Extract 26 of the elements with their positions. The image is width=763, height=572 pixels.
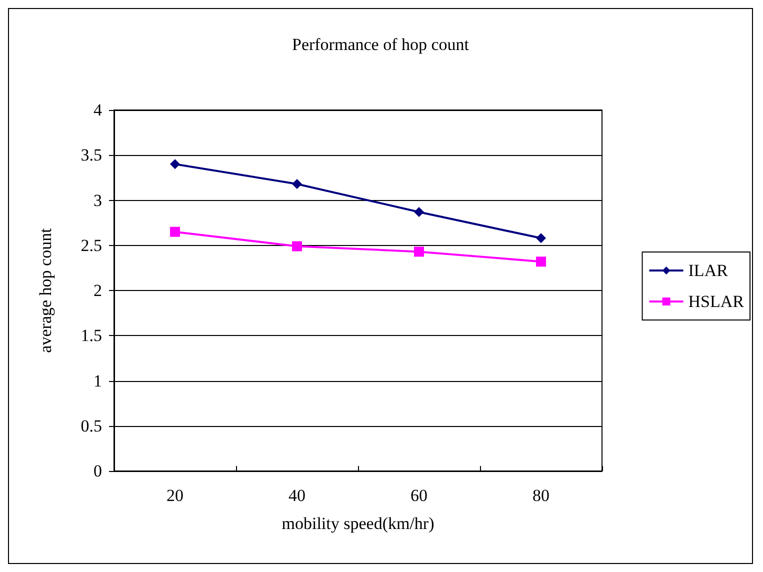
y-axis-title: average hop count — [36, 228, 55, 353]
point — [292, 241, 302, 252]
legend-label: ILAR — [688, 261, 729, 280]
y-tick-label: 1.5 — [80, 326, 102, 346]
point — [170, 226, 180, 237]
y-tick-label: 2.5 — [80, 236, 102, 255]
point — [414, 206, 424, 217]
x-tick-label: 60 — [410, 486, 428, 505]
y-tick-label: 3.5 — [80, 146, 102, 165]
x-axis-title: mobility speed(km/hr) — [282, 514, 434, 533]
x-tick-label: 80 — [532, 486, 550, 505]
y-tick-label: 4 — [94, 100, 102, 120]
y-tick-label: 0.5 — [80, 416, 102, 436]
point — [292, 179, 302, 190]
y-tick-label: 2 — [94, 281, 102, 300]
x-tick-label: 40 — [288, 486, 306, 505]
legend-label: HSLAR — [688, 292, 745, 311]
point — [170, 159, 180, 170]
y-tick-label: 1 — [94, 371, 102, 390]
point — [536, 256, 546, 267]
y-tick-label: 0 — [94, 462, 102, 480]
point — [536, 233, 546, 244]
chart-title: Performance of hop count — [292, 35, 470, 54]
y-tick-label: 3 — [94, 190, 102, 210]
x-tick-label: 20 — [166, 486, 184, 505]
point — [414, 246, 424, 257]
